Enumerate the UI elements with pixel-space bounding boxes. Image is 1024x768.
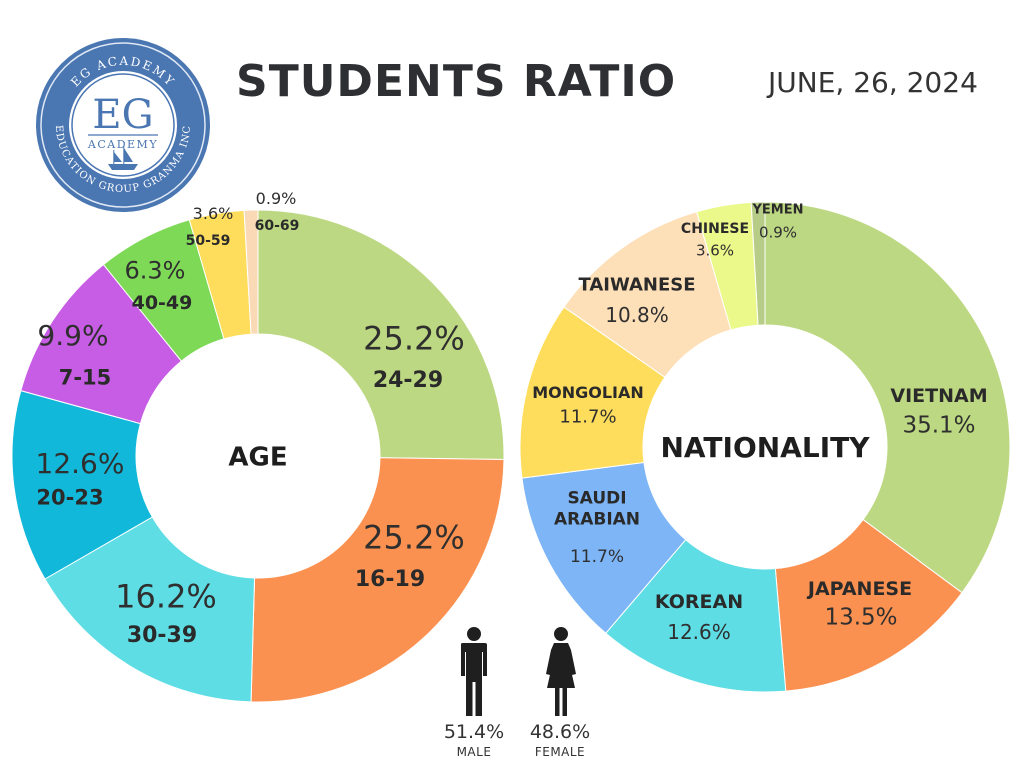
nationality-donut-hole xyxy=(643,325,887,569)
age-pct-label-7-15: 9.9% xyxy=(37,319,108,352)
ship-icon xyxy=(108,146,138,170)
female-person-icon xyxy=(546,627,576,716)
nationality-category-label-korean: KOREAN xyxy=(655,591,743,613)
age-category-label-7-15: 7-15 xyxy=(59,366,112,390)
eg-academy-logo: EG ACADEMY EDUCATION GROUP GRANMA INC EG… xyxy=(36,38,210,212)
nationality-category-label-taiwanese: TAIWANESE xyxy=(578,274,695,295)
nationality-category-label-yemen: YEMEN xyxy=(752,203,804,218)
age-pct-label-60-69: 0.9% xyxy=(256,189,297,208)
age-category-label-30-39: 30-39 xyxy=(127,623,197,648)
age-category-label-24-29: 24-29 xyxy=(373,368,443,393)
female-stat: 48.6% FEMALE xyxy=(520,721,600,759)
nationality-pct-label-chinese: 3.6% xyxy=(696,241,734,259)
nationality-slice-vietnam xyxy=(764,201,1011,594)
age-category-label-16-19: 16-19 xyxy=(355,567,425,592)
nationality-pct-label-korean: 12.6% xyxy=(667,620,731,644)
age-category-label-40-49: 40-49 xyxy=(132,292,193,314)
age-category-label-60-69: 60-69 xyxy=(255,218,300,234)
nationality-category-label-chinese: CHINESE xyxy=(681,221,749,237)
age-pct-label-30-39: 16.2% xyxy=(115,578,217,616)
male-person-icon xyxy=(461,627,487,716)
age-pct-label-16-19: 25.2% xyxy=(363,519,465,557)
nationality-category-label-mongolian: MONGOLIAN xyxy=(532,383,644,402)
logo-sub-text: ACADEMY xyxy=(87,138,158,151)
age-donut-hole xyxy=(136,334,380,578)
age-center-label: AGE xyxy=(228,442,287,472)
male-label: MALE xyxy=(456,745,492,759)
nationality-category-label-vietnam: VIETNAM xyxy=(890,385,987,407)
age-pct-label-20-23: 12.6% xyxy=(36,447,125,480)
nationality-pct-label-saudi-arabian: 11.7% xyxy=(570,547,624,567)
age-pct-label-50-59: 3.6% xyxy=(193,204,234,223)
nationality-category-label-japanese: JAPANESE xyxy=(806,578,912,600)
nationality-pct-label-mongolian: 11.7% xyxy=(559,406,616,427)
age-category-label-50-59: 50-59 xyxy=(186,233,231,249)
nationality-category-label-saudi-arabian: SAUDI xyxy=(567,488,626,508)
report-date: JUNE, 26, 2024 xyxy=(768,66,978,99)
male-stat: 51.4% MALE xyxy=(434,721,514,759)
nationality-pct-label-yemen: 0.9% xyxy=(759,223,797,241)
male-percentage: 51.4% xyxy=(443,721,505,743)
female-label: FEMALE xyxy=(534,745,586,759)
nationality-pct-label-taiwanese: 10.8% xyxy=(605,303,669,327)
age-pct-label-40-49: 6.3% xyxy=(125,257,186,285)
nationality-center-label: NATIONALITY xyxy=(661,431,871,464)
nationality-pct-label-japanese: 13.5% xyxy=(824,604,897,630)
nationality-category-label-saudi-arabian: ARABIAN xyxy=(554,510,640,530)
age-pct-label-24-29: 25.2% xyxy=(363,320,465,358)
age-category-label-20-23: 20-23 xyxy=(36,486,103,510)
nationality-pct-label-vietnam: 35.1% xyxy=(902,412,975,438)
page-title: STUDENTS RATIO xyxy=(236,56,677,107)
logo-initials: EG xyxy=(92,92,153,138)
female-percentage: 48.6% xyxy=(529,721,591,743)
